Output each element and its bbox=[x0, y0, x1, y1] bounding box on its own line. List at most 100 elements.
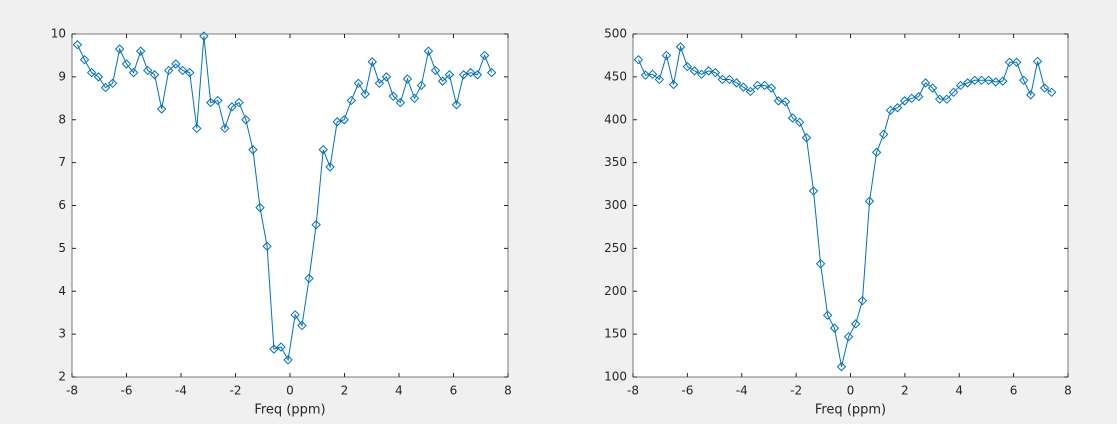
data-marker bbox=[668, 79, 679, 90]
data-marker bbox=[1032, 56, 1043, 67]
data-marker bbox=[1046, 87, 1057, 98]
data-marker bbox=[332, 117, 342, 127]
x-axis-label: Freq (ppm) bbox=[254, 403, 325, 418]
y-tick-label: 5 bbox=[58, 241, 66, 255]
data-marker bbox=[486, 67, 497, 78]
data-marker bbox=[311, 220, 321, 230]
data-marker bbox=[970, 75, 980, 86]
data-marker bbox=[135, 46, 146, 56]
axes-background bbox=[633, 34, 1068, 377]
x-tick-label: -2 bbox=[230, 384, 242, 398]
data-marker bbox=[857, 295, 868, 306]
data-marker bbox=[409, 93, 420, 104]
y-tick-label: 8 bbox=[58, 112, 66, 126]
data-marker bbox=[304, 273, 314, 284]
data-marker bbox=[416, 80, 427, 91]
data-marker bbox=[171, 59, 181, 69]
data-marker bbox=[177, 65, 188, 76]
data-marker bbox=[156, 104, 167, 114]
data-marker bbox=[220, 123, 230, 134]
x-tick-label: 2 bbox=[341, 384, 349, 398]
data-marker bbox=[843, 331, 854, 342]
data-marker bbox=[1018, 75, 1029, 86]
data-marker bbox=[318, 145, 328, 155]
data-marker bbox=[640, 70, 651, 80]
data-marker bbox=[423, 46, 434, 56]
data-marker bbox=[647, 69, 658, 80]
data-marker bbox=[689, 66, 700, 76]
data-marker bbox=[822, 310, 833, 320]
data-marker bbox=[998, 76, 1008, 86]
data-marker bbox=[458, 70, 469, 80]
data-marker bbox=[164, 65, 174, 76]
data-marker bbox=[283, 355, 293, 365]
data-marker bbox=[738, 82, 749, 92]
data-marker bbox=[79, 55, 90, 65]
data-marker bbox=[836, 362, 847, 372]
data-marker bbox=[353, 78, 364, 89]
data-marker bbox=[724, 74, 735, 85]
x-tick-label: -6 bbox=[681, 384, 693, 398]
data-marker bbox=[682, 61, 693, 72]
data-marker bbox=[1004, 57, 1015, 68]
y-tick-label: 3 bbox=[58, 327, 66, 341]
data-marker bbox=[899, 96, 910, 106]
data-marker bbox=[654, 74, 665, 85]
y-tick-label: 7 bbox=[58, 155, 66, 169]
data-marker bbox=[444, 70, 455, 80]
data-marker bbox=[780, 97, 791, 107]
data-marker bbox=[934, 94, 945, 104]
data-marker bbox=[948, 87, 959, 98]
data-marker bbox=[871, 147, 882, 158]
data-marker bbox=[192, 123, 202, 134]
data-marker bbox=[983, 75, 994, 86]
data-marker bbox=[794, 117, 805, 128]
y-tick-label: 250 bbox=[604, 241, 627, 255]
y-tick-label: 500 bbox=[604, 27, 627, 41]
data-marker bbox=[815, 259, 826, 269]
data-marker bbox=[465, 67, 476, 78]
data-line bbox=[637, 44, 1052, 367]
data-marker bbox=[107, 78, 118, 89]
y-tick-label: 6 bbox=[58, 198, 66, 212]
axes-box bbox=[632, 33, 1069, 378]
data-marker bbox=[297, 320, 307, 331]
y-tick-label: 100 bbox=[604, 370, 627, 384]
data-marker bbox=[787, 113, 798, 123]
y-tick-label: 200 bbox=[604, 284, 627, 298]
x-tick-label: 8 bbox=[1064, 384, 1072, 398]
data-marker bbox=[143, 65, 153, 76]
data-marker bbox=[696, 69, 707, 80]
data-marker bbox=[128, 67, 139, 78]
data-marker bbox=[675, 42, 686, 52]
data-marker bbox=[86, 67, 97, 78]
data-marker bbox=[395, 97, 406, 108]
data-marker bbox=[914, 91, 924, 102]
data-marker bbox=[325, 162, 335, 172]
data-marker bbox=[1039, 83, 1050, 93]
data-marker bbox=[72, 40, 83, 50]
data-marker bbox=[920, 78, 931, 88]
data-marker bbox=[479, 50, 490, 61]
data-marker bbox=[121, 59, 132, 69]
data-marker bbox=[885, 105, 896, 116]
data-marker bbox=[269, 344, 279, 354]
data-marker bbox=[731, 78, 742, 88]
x-tick-label: 2 bbox=[901, 384, 909, 398]
data-marker bbox=[367, 57, 378, 67]
data-marker bbox=[213, 95, 223, 106]
data-marker bbox=[339, 115, 349, 125]
data-marker bbox=[717, 74, 728, 85]
data-marker bbox=[262, 241, 272, 251]
data-marker bbox=[114, 44, 125, 54]
data-marker bbox=[227, 102, 237, 112]
data-marker bbox=[276, 342, 286, 352]
data-marker bbox=[1011, 57, 1022, 68]
data-marker bbox=[100, 82, 111, 93]
axes-background bbox=[72, 34, 508, 377]
data-marker bbox=[962, 78, 973, 88]
data-marker bbox=[710, 67, 721, 78]
data-marker bbox=[451, 100, 462, 110]
data-marker bbox=[199, 31, 209, 41]
data-marker bbox=[290, 310, 300, 320]
